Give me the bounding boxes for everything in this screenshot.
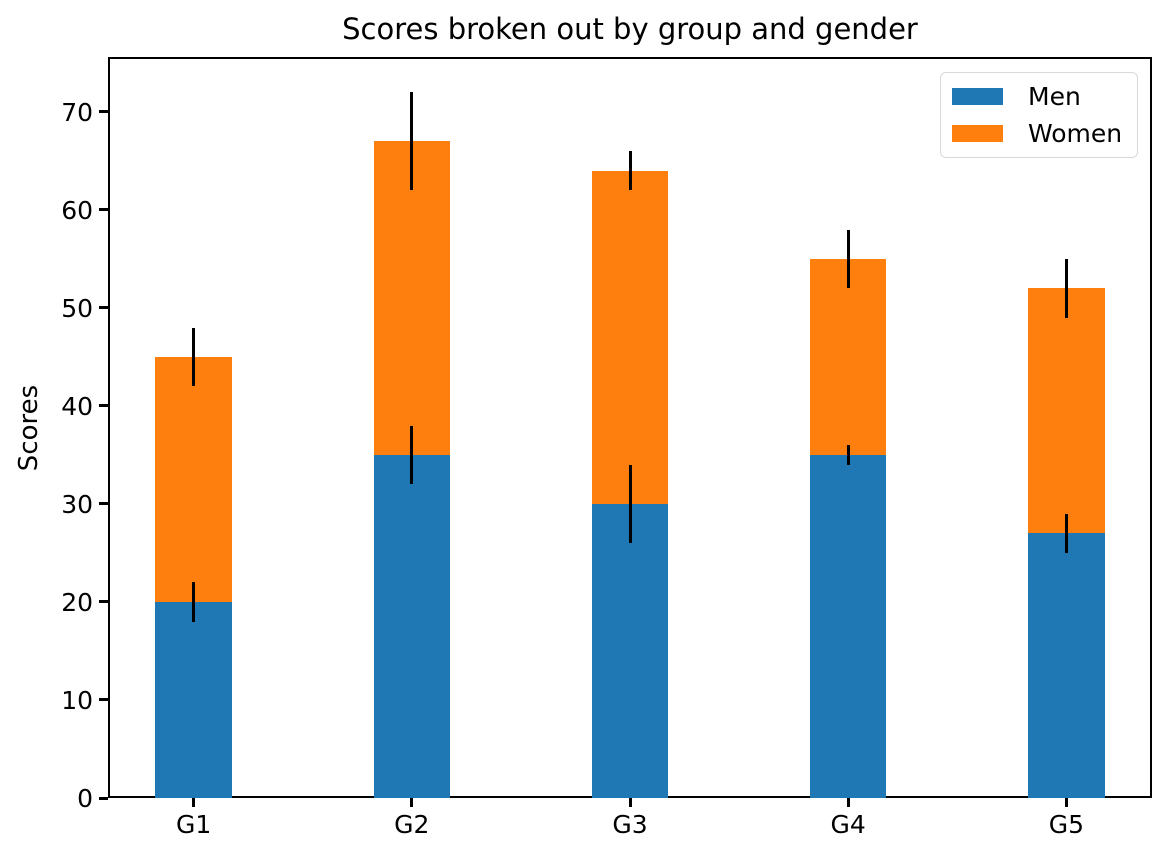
legend-swatch-women-icon <box>952 125 1003 142</box>
y-tick-20 <box>99 600 108 604</box>
bar-segment-men-g2 <box>373 454 450 798</box>
bar-segment-women-g5 <box>1028 288 1105 534</box>
x-tick-g5 <box>1064 798 1068 807</box>
y-tick-label-40: 40 <box>61 391 93 421</box>
y-tick-label-10: 10 <box>61 685 93 715</box>
bar-segment-men-g3 <box>591 503 669 798</box>
y-tick-50 <box>99 306 108 310</box>
bar-segment-women-g3 <box>591 170 669 504</box>
y-tick-label-30: 30 <box>61 489 93 519</box>
y-tick-40 <box>99 404 108 408</box>
error-bar-women-g4 <box>846 229 850 289</box>
legend: Men Women <box>940 72 1138 158</box>
error-bar-men-g2 <box>410 425 414 485</box>
bar-segment-men-g5 <box>1028 533 1105 798</box>
error-bar-women-g1 <box>192 327 196 387</box>
x-tick-g1 <box>192 798 196 807</box>
error-bar-men-g4 <box>846 445 850 465</box>
error-bar-men-g3 <box>628 464 632 544</box>
error-bar-women-g5 <box>1064 258 1068 318</box>
legend-label-men: Men <box>1028 82 1081 111</box>
error-bar-women-g2 <box>410 92 414 191</box>
bar-segment-women-g1 <box>155 356 232 602</box>
bar-segment-men-g1 <box>155 601 232 798</box>
y-tick-label-50: 50 <box>61 293 93 323</box>
y-tick-10 <box>99 698 108 702</box>
x-tick-label-g1: G1 <box>175 810 212 839</box>
x-tick-label-g3: G3 <box>612 810 648 839</box>
y-tick-label-0: 0 <box>77 784 93 813</box>
bar-segment-women-g4 <box>810 258 887 455</box>
legend-row-men: Men <box>952 84 1125 109</box>
error-bar-women-g3 <box>628 151 632 191</box>
error-bar-men-g5 <box>1064 513 1068 553</box>
legend-label-women: Women <box>1028 119 1123 148</box>
y-tick-label-70: 70 <box>61 97 93 127</box>
chart-title: Scores broken out by group and gender <box>342 12 918 46</box>
error-bar-men-g1 <box>192 582 196 622</box>
x-tick-g3 <box>628 798 632 807</box>
x-tick-g4 <box>846 798 850 807</box>
y-tick-label-20: 20 <box>61 587 93 617</box>
bar-segment-women-g2 <box>373 141 450 455</box>
bar-segment-men-g4 <box>810 454 887 798</box>
x-tick-g2 <box>410 798 414 807</box>
x-tick-label-g2: G2 <box>394 810 430 839</box>
y-tick-label-60: 60 <box>61 195 93 225</box>
y-tick-60 <box>99 208 108 212</box>
x-tick-label-g5: G5 <box>1048 810 1084 839</box>
legend-row-women: Women <box>952 121 1125 146</box>
x-tick-label-g4: G4 <box>830 810 866 839</box>
y-tick-30 <box>99 502 108 506</box>
y-tick-0 <box>99 796 108 800</box>
legend-swatch-men-icon <box>952 88 1003 105</box>
y-tick-70 <box>99 110 108 114</box>
